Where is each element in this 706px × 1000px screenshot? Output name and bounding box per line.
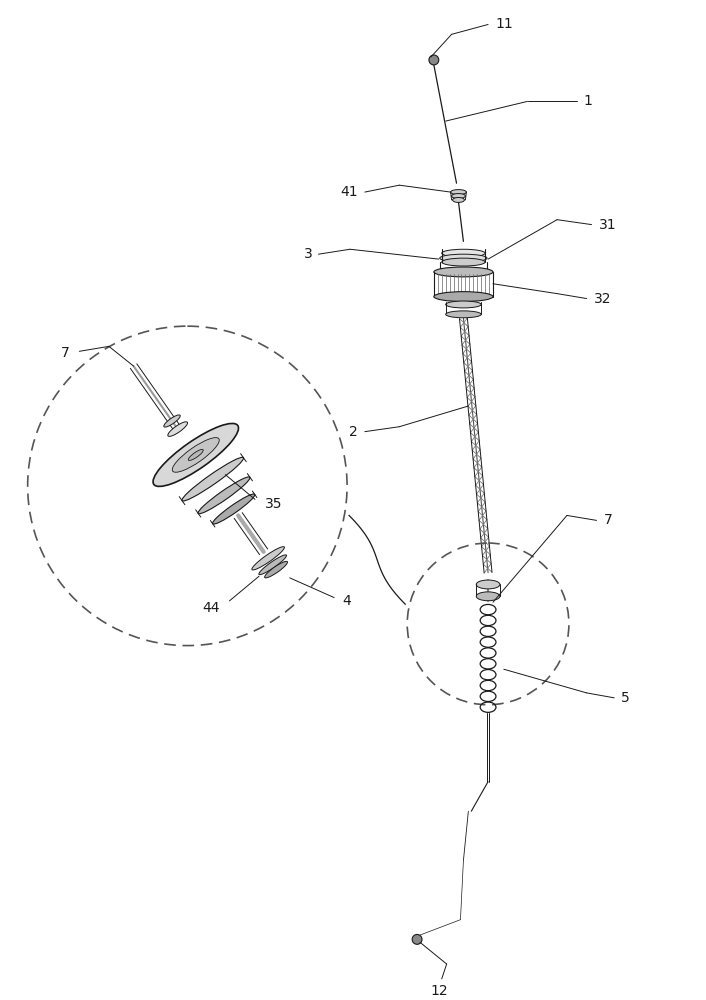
- Ellipse shape: [440, 254, 487, 262]
- Text: 44: 44: [202, 601, 220, 615]
- Ellipse shape: [189, 449, 203, 460]
- Text: 31: 31: [599, 218, 616, 232]
- Text: 7: 7: [604, 513, 612, 527]
- Ellipse shape: [252, 547, 285, 570]
- Ellipse shape: [477, 580, 500, 589]
- Text: 11: 11: [495, 17, 513, 31]
- Ellipse shape: [168, 422, 188, 436]
- Ellipse shape: [172, 438, 220, 472]
- Text: 1: 1: [584, 94, 592, 108]
- Text: 3: 3: [304, 247, 313, 261]
- Text: 35: 35: [265, 497, 282, 511]
- Circle shape: [412, 934, 422, 944]
- Ellipse shape: [442, 258, 485, 266]
- Text: 12: 12: [430, 984, 448, 998]
- Ellipse shape: [442, 249, 485, 257]
- Text: 4: 4: [342, 594, 351, 608]
- Ellipse shape: [445, 301, 481, 308]
- Ellipse shape: [434, 292, 493, 302]
- Text: 41: 41: [340, 185, 358, 199]
- Ellipse shape: [434, 267, 493, 277]
- Text: 2: 2: [349, 425, 358, 439]
- Ellipse shape: [265, 561, 287, 578]
- Ellipse shape: [182, 457, 244, 501]
- Text: 7: 7: [61, 346, 69, 360]
- Text: 32: 32: [594, 292, 611, 306]
- Ellipse shape: [153, 423, 239, 486]
- Ellipse shape: [164, 415, 180, 427]
- Ellipse shape: [198, 477, 250, 514]
- Text: 5: 5: [621, 691, 630, 705]
- Ellipse shape: [259, 555, 287, 575]
- Ellipse shape: [450, 190, 467, 195]
- Ellipse shape: [477, 592, 500, 601]
- Ellipse shape: [452, 194, 465, 198]
- Ellipse shape: [453, 197, 465, 202]
- Ellipse shape: [213, 494, 255, 524]
- Ellipse shape: [445, 311, 481, 318]
- Circle shape: [429, 55, 438, 65]
